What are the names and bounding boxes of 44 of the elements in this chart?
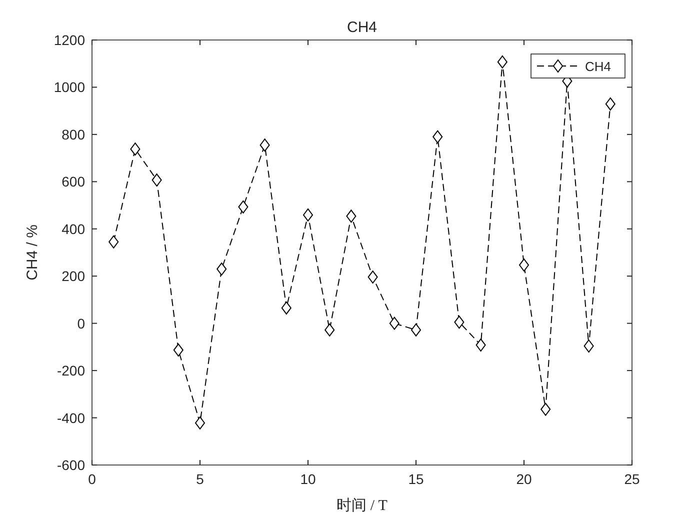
- y-tick-label: 1200: [54, 32, 86, 48]
- point: [497, 55, 508, 68]
- y-tick-label: 800: [62, 126, 86, 142]
- y-tick-label: -600: [56, 457, 86, 473]
- legend: CH4: [530, 54, 626, 78]
- point: [130, 142, 140, 156]
- x-tick-label: 15: [408, 471, 424, 487]
- point: [195, 416, 205, 430]
- x-axis-title: 时间 / T: [336, 497, 388, 514]
- x-tick-label: 25: [624, 471, 640, 487]
- legend-label: CH4: [585, 59, 612, 74]
- y-tick-label: 1000: [54, 79, 86, 96]
- point: [346, 210, 356, 223]
- point: [540, 402, 551, 416]
- point: [260, 138, 270, 152]
- point: [324, 323, 335, 336]
- y-tick-label: 400: [62, 220, 86, 237]
- y-tick-label: -200: [56, 362, 86, 379]
- y-tick-label: 200: [62, 268, 86, 284]
- point: [108, 235, 119, 248]
- point: [238, 200, 248, 214]
- point: [281, 301, 292, 314]
- point: [584, 340, 594, 352]
- point: [173, 344, 184, 357]
- point: [152, 174, 162, 187]
- point: [432, 130, 443, 144]
- y-tick-label: 600: [62, 174, 86, 190]
- x-tick-label: 0: [88, 471, 96, 487]
- point: [368, 270, 378, 284]
- x-tick-label: 20: [516, 471, 532, 487]
- point: [454, 316, 464, 329]
- x-tick-label: 10: [300, 471, 316, 487]
- point: [519, 258, 529, 272]
- point: [216, 262, 227, 276]
- point: [605, 97, 616, 110]
- x-tick-label: 5: [196, 471, 204, 487]
- y-tick-label: -400: [56, 410, 86, 426]
- y-axis-title: CH4 / %: [24, 224, 41, 280]
- point: [389, 316, 400, 330]
- point: [476, 338, 486, 352]
- point: [303, 208, 313, 222]
- point: [411, 323, 421, 336]
- chart-title: CH4: [346, 19, 378, 36]
- y-tick-label: 0: [77, 315, 86, 332]
